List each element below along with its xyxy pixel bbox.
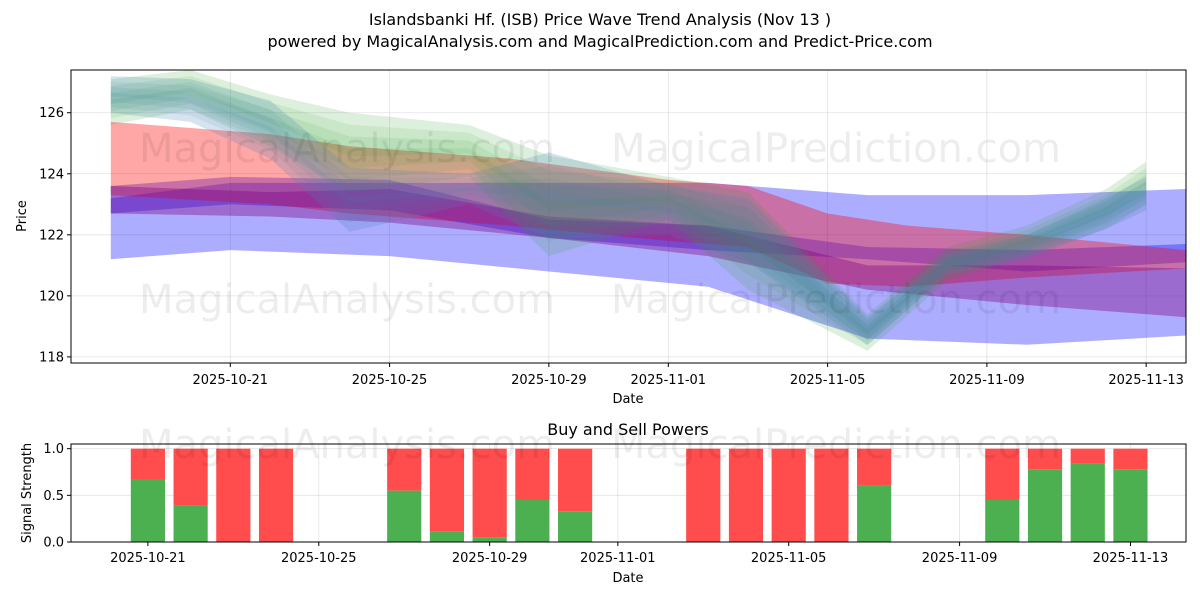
buy-bar: [173, 505, 208, 542]
buy-bar: [130, 479, 165, 542]
sell-bar: [857, 448, 892, 486]
watermarks-top: MagicalAnalysis.com MagicalPrediction.co…: [139, 126, 1061, 323]
sell-bar: [387, 448, 422, 491]
signal-axes: 2025-10-21 2025-10-25 2025-10-29 2025-11-01…: [43, 442, 1168, 566]
price-axes: 2025-10-21 2025-10-25 2025-10-29 2025-11-01…: [39, 106, 1184, 388]
signal-x-tick-label: 2025-10-21: [110, 551, 186, 566]
price-band-purple-band: [110, 185, 1186, 318]
watermark-prediction-top: MagicalPrediction.com: [611, 126, 1061, 172]
watermark-analysis-top: MagicalAnalysis.com: [139, 126, 555, 172]
buy-bar: [857, 485, 892, 542]
chart-subtitle: powered by MagicalAnalysis.com and Magic…: [267, 32, 933, 51]
buy-bar: [472, 537, 507, 542]
sell-bar: [1027, 448, 1063, 470]
price-x-tick-label: 2025-11-05: [790, 373, 866, 388]
watermark-analysis-bottom: MagicalAnalysis.com: [139, 422, 555, 468]
price-band-layer: [110, 92, 1147, 341]
sell-bar: [1113, 448, 1148, 470]
sell-bar: [173, 448, 208, 506]
price-band-red-band: [110, 121, 1186, 287]
buy-bar: [387, 490, 422, 542]
price-bands: [110, 70, 1186, 351]
sell-bar: [814, 448, 849, 542]
price-y-tick-label: 126: [39, 106, 64, 121]
watermark-prediction-mid: MagicalPrediction.com: [611, 277, 1061, 323]
price-band-area: [110, 70, 1147, 351]
price-x-tick-label: 2025-10-29: [511, 373, 587, 388]
price-x-tick-label: 2025-10-25: [352, 373, 428, 388]
buy-bar: [558, 511, 593, 542]
watermark-prediction-bottom: MagicalPrediction.com: [611, 422, 1061, 468]
sell-bar: [1070, 448, 1105, 464]
price-band-area: [110, 185, 1186, 318]
buy-bar: [1027, 469, 1063, 542]
watermarks-bottom: MagicalAnalysis.com MagicalPrediction.co…: [139, 422, 1061, 468]
signal-x-tick-label: 2025-10-25: [281, 551, 357, 566]
signal-axes-frame: [70, 443, 1187, 543]
signal-y-tick-label: 0.5: [43, 489, 64, 504]
signal-ylabel: Signal Strength: [20, 443, 35, 543]
sell-bar: [472, 448, 507, 538]
signal-title: Buy and Sell Powers: [547, 420, 709, 439]
buy-bar: [515, 500, 550, 542]
price-x-tick-label: 2025-11-09: [949, 373, 1025, 388]
price-ylabel: Price: [15, 200, 30, 232]
watermark-analysis-mid: MagicalAnalysis.com: [139, 277, 555, 323]
price-band-steel-band: [110, 76, 1147, 345]
sell-bar: [686, 448, 721, 542]
price-xlabel: Date: [612, 392, 643, 407]
signal-x-tick-label: 2025-11-09: [922, 551, 998, 566]
price-band-layer: [110, 81, 1147, 333]
signal-bars: [130, 448, 1148, 542]
price-band-layer: [110, 81, 1147, 340]
sell-bar: [258, 448, 294, 542]
chart-title: Islandsbanki Hf. (ISB) Price Wave Trend …: [368, 10, 832, 29]
price-band-layer: [110, 87, 1147, 337]
signal-xlabel: Date: [612, 571, 643, 586]
signal-y-tick-label: 1.0: [43, 442, 64, 457]
sell-bar: [985, 448, 1020, 500]
price-band-area: [110, 76, 1147, 345]
price-axes-frame: [70, 69, 1187, 364]
price-band-green-band: [110, 70, 1147, 351]
buy-bar: [1113, 469, 1148, 542]
price-y-tick-label: 120: [39, 289, 64, 304]
price-band-area: [110, 182, 1186, 345]
signal-x-tick-label: 2025-10-29: [452, 551, 528, 566]
signal-x-tick-label: 2025-11-01: [580, 551, 656, 566]
sell-bar: [558, 448, 593, 512]
sell-bar: [728, 448, 764, 542]
price-band-layer: [110, 87, 1147, 346]
signal-x-tick-label: 2025-11-05: [751, 551, 827, 566]
price-x-tick-label: 2025-10-21: [193, 373, 269, 388]
price-band-blue-narrow-band: [110, 176, 1186, 272]
sell-bar: [130, 448, 165, 480]
buy-bar: [985, 500, 1020, 542]
signal-x-tick-label: 2025-11-13: [1093, 551, 1169, 566]
price-grid: [71, 70, 1186, 363]
price-band-area: [110, 176, 1186, 272]
sell-bar: [515, 448, 550, 500]
price-band-area: [110, 121, 1186, 287]
signal-y-tick-label: 0.0: [43, 536, 64, 551]
sell-bar: [216, 448, 251, 542]
price-band-blue-wide-band: [110, 182, 1186, 345]
price-band-layer: [110, 75, 1147, 335]
sell-bar: [771, 448, 806, 542]
sell-bar: [429, 448, 465, 532]
buy-bar: [429, 531, 465, 542]
price-x-tick-label: 2025-11-01: [631, 373, 707, 388]
buy-bar: [1070, 463, 1105, 542]
price-y-tick-label: 122: [39, 228, 64, 243]
price-x-tick-label: 2025-11-13: [1108, 373, 1184, 388]
price-y-tick-label: 118: [39, 350, 64, 365]
price-y-tick-label: 124: [39, 167, 64, 182]
